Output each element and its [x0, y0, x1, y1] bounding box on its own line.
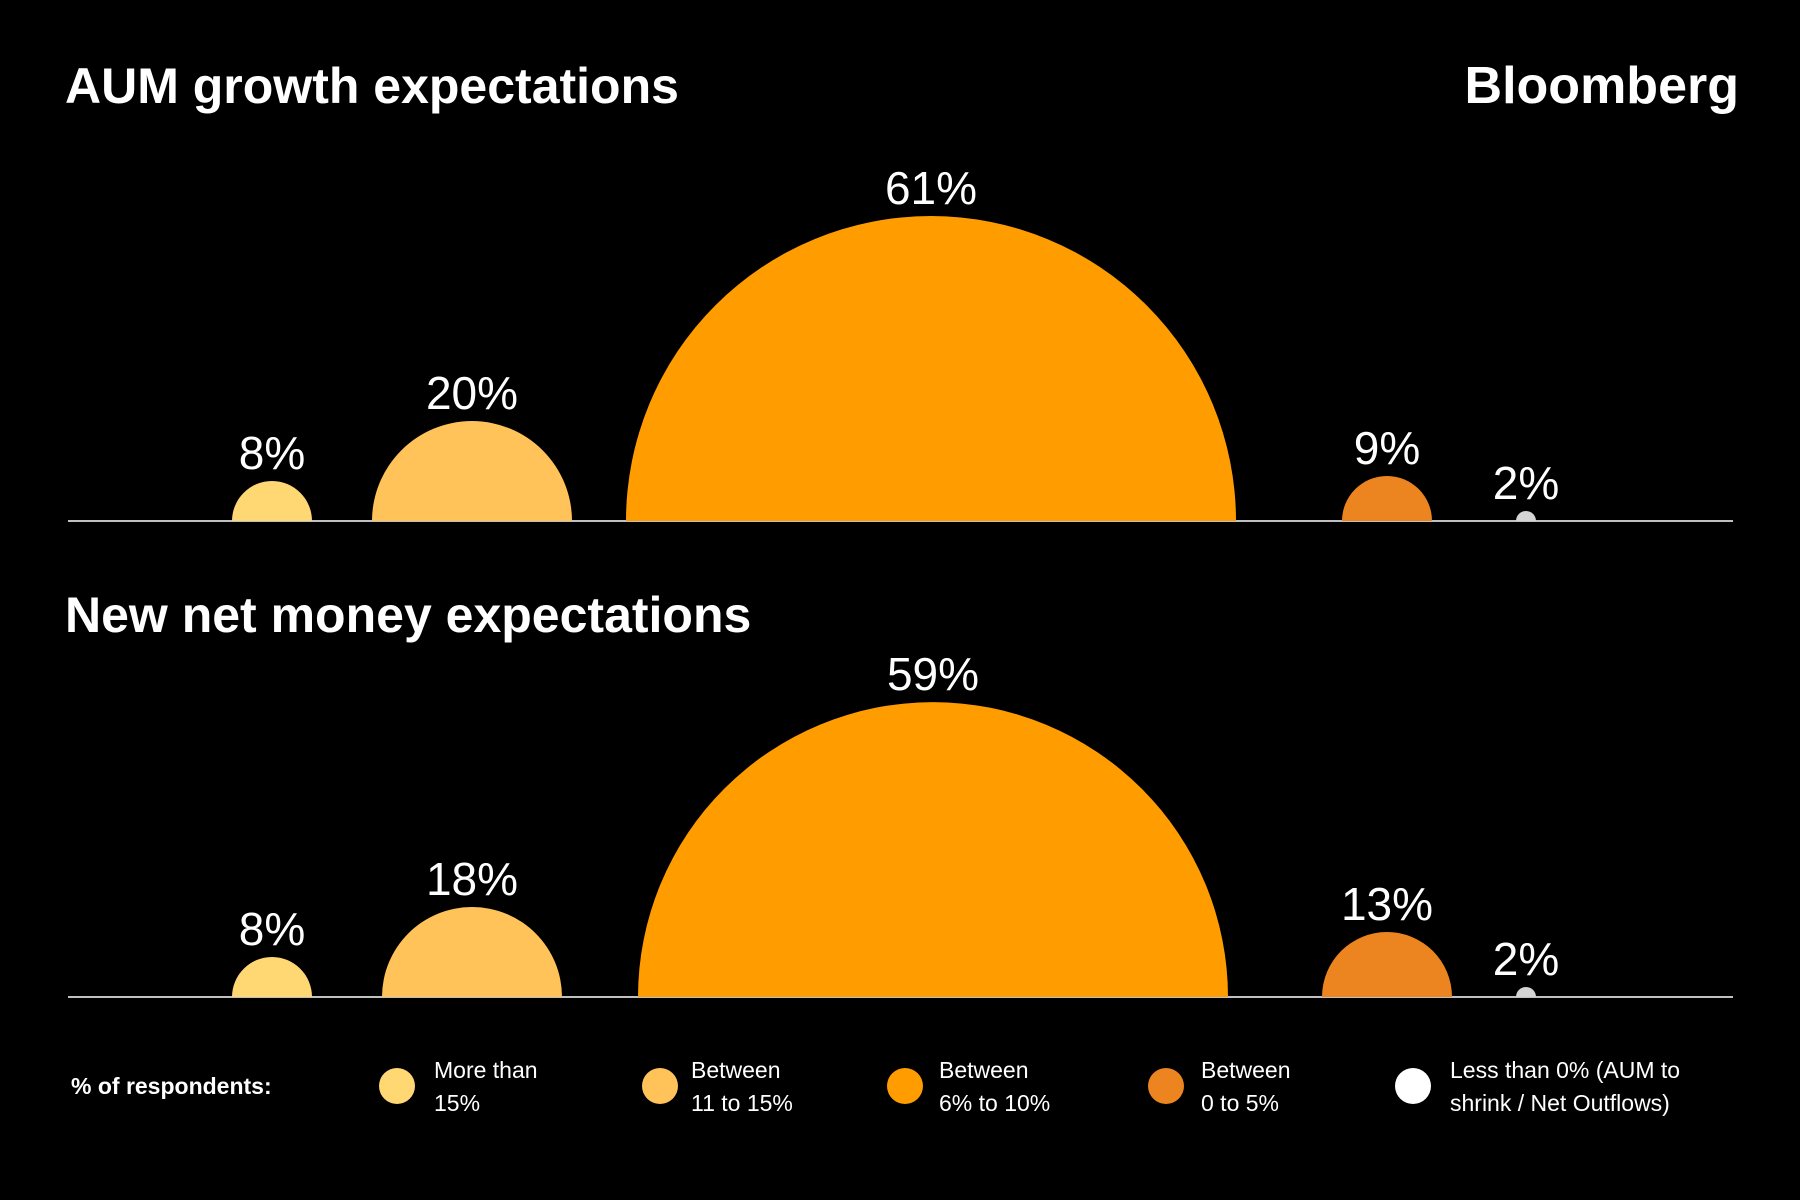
semicircle-mark — [372, 421, 572, 521]
legend-swatch — [379, 1068, 415, 1104]
legend-label: 11 to 15% — [691, 1090, 793, 1116]
semicircle-mark — [1342, 476, 1432, 521]
data-label: 59% — [887, 648, 979, 700]
legend-label: Between — [691, 1057, 781, 1083]
chart-title-net-money: New net money expectations — [65, 587, 751, 643]
legend-item: Between 0 to 5% — [1148, 1057, 1291, 1116]
chart-title-aum: AUM growth expectations — [65, 58, 679, 114]
legend-label: Between — [939, 1057, 1029, 1083]
legend-label: Less than 0% (AUM to — [1450, 1057, 1680, 1083]
legend-label: Between — [1201, 1057, 1291, 1083]
legend-title: % of respondents: — [71, 1073, 272, 1099]
legend-item: Between 11 to 15% — [642, 1057, 793, 1116]
data-label: 61% — [885, 162, 977, 214]
data-label: 13% — [1341, 878, 1433, 930]
semicircle-mark — [232, 957, 312, 997]
semicircle-mark — [1322, 932, 1452, 997]
legend-swatch — [642, 1068, 678, 1104]
semicircle-mark — [626, 216, 1236, 521]
data-label: 18% — [426, 853, 518, 905]
legend-label: 15% — [434, 1090, 480, 1116]
data-label: 2% — [1493, 933, 1559, 985]
legend-item: Less than 0% (AUM to shrink / Net Outflow… — [1395, 1057, 1680, 1116]
data-label: 8% — [239, 903, 305, 955]
data-label: 2% — [1493, 457, 1559, 509]
semicircle-mark — [382, 907, 562, 997]
legend-swatch — [887, 1068, 923, 1104]
semicircle-mark — [232, 481, 312, 521]
data-label: 20% — [426, 367, 518, 419]
semicircle-mark — [1516, 987, 1536, 997]
bloomberg-logo: Bloomberg — [1465, 57, 1739, 115]
legend-swatch — [1395, 1068, 1431, 1104]
legend-swatch — [1148, 1068, 1184, 1104]
semicircle-mark — [1516, 511, 1536, 521]
legend-label: shrink / Net Outflows) — [1450, 1090, 1670, 1116]
semicircle-mark — [638, 702, 1228, 997]
legend-label: 6% to 10% — [939, 1090, 1050, 1116]
legend-label: More than — [434, 1057, 538, 1083]
legend-item: More than 15% — [379, 1057, 538, 1116]
data-label: 8% — [239, 427, 305, 479]
legend-label: 0 to 5% — [1201, 1090, 1279, 1116]
data-label: 9% — [1354, 422, 1420, 474]
legend-item: Between 6% to 10% — [887, 1057, 1050, 1116]
